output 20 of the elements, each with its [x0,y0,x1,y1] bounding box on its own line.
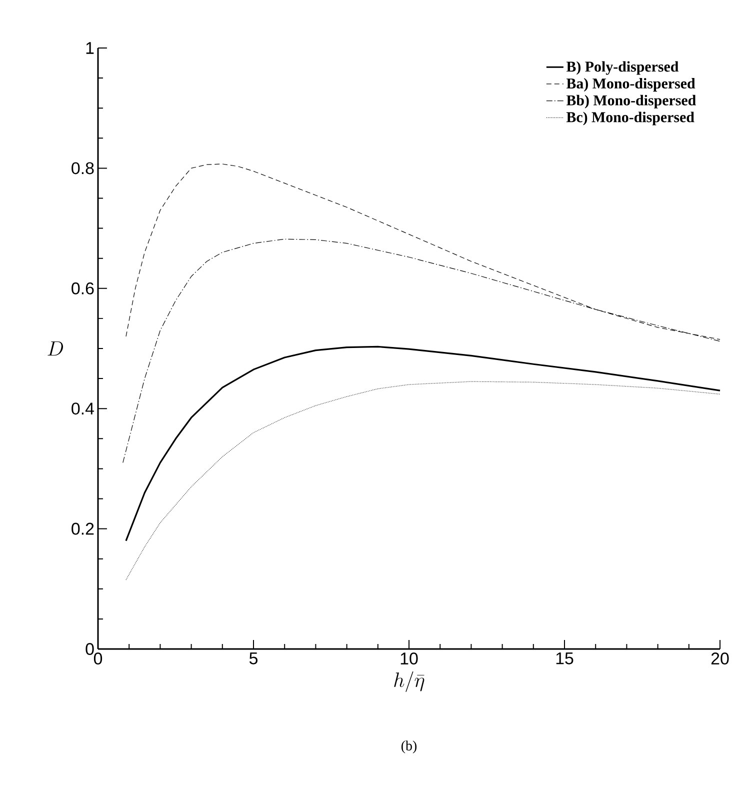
legend-label: B) Poly-dispersed [566,61,679,75]
legend-label: Ba) Mono-dispersed [566,78,696,92]
x-tick-label: 20 [711,652,729,665]
x-tick-label: 5 [249,652,258,664]
line-series [126,381,720,580]
text: (b) [401,740,417,754]
legend-label: Bb) Mono-dispersed [566,94,696,108]
y-tick-label: 0.6 [72,282,94,294]
line-series [125,346,721,542]
x-tick-label: 0 [94,652,102,665]
y-tick-label: 1 [86,42,94,54]
x-axis-title: $h/\bar{\eta}$ [394,671,424,692]
y-tick-label: 0.2 [72,522,94,535]
legend-label: Bc) Mono-dispersed [566,112,694,126]
y-tick-label: 0 [86,642,94,655]
y-tick-label: 0.8 [72,162,94,174]
y-axis-title: $D$ [48,341,64,356]
x-tick-label: 10 [400,652,418,665]
x-tick-label: 15 [556,652,574,664]
y-tick-label: 0.4 [72,402,94,415]
